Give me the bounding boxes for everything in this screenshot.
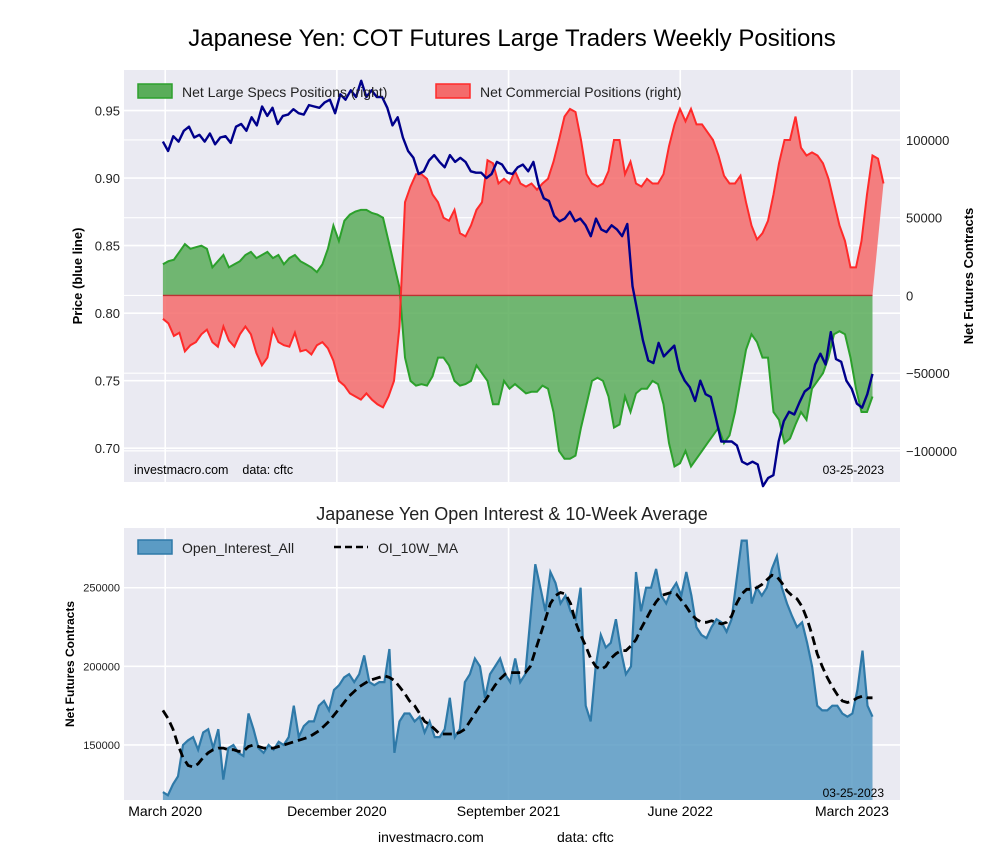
top-date-label: 03-25-2023 [823, 463, 885, 477]
x-tick-label-4: March 2023 [815, 803, 889, 819]
x-tick-label-0: March 2020 [128, 803, 202, 819]
left-tick-label-1: 0.75 [95, 374, 120, 389]
ma-line [161, 573, 873, 769]
legend-label-open-interest: Open_Interest_All [182, 540, 294, 556]
bottom-date-label: 03-25-2023 [823, 786, 885, 800]
left-tick-label-2: 0.80 [95, 306, 120, 321]
x-tick-label-2: September 2021 [457, 803, 561, 819]
bottom-left-axis: 150000 200000 250000 [83, 583, 120, 752]
positions-chart: 0.70 0.75 0.80 0.85 0.90 0.95 −100000 −50000 0 5… [70, 70, 976, 488]
legend-swatch-specs [137, 83, 173, 99]
right-tick-label-0: −100000 [906, 444, 957, 459]
open-interest-chart: Japanese Yen Open Interest & 10-Week Ave… [63, 504, 900, 819]
x-tick-label-3: June 2022 [648, 803, 714, 819]
footer-site: investmacro.com [378, 829, 484, 845]
right-tick-label-4: 100000 [906, 133, 949, 148]
commercial-line [162, 106, 885, 409]
left-tick-label-4: 0.90 [95, 171, 120, 186]
specs-line [162, 208, 874, 469]
top-legend: Net Large Specs Positions (right) Net Co… [137, 83, 682, 100]
open-interest-line [162, 539, 874, 797]
legend-swatch-open-interest [137, 539, 173, 555]
main-title: Japanese Yen: COT Futures Large Traders … [188, 25, 835, 52]
legend-label-commercial: Net Commercial Positions (right) [480, 84, 682, 100]
top-right-axis-label: Net Futures Contracts [961, 208, 976, 345]
bottom-tick-label-1: 200000 [83, 661, 120, 673]
bottom-x-axis: March 2020 December 2020 September 2021 Jun… [128, 803, 889, 819]
top-left-axis: 0.70 0.75 0.80 0.85 0.90 0.95 [95, 104, 120, 457]
x-tick-label-1: December 2020 [287, 803, 387, 819]
left-tick-label-5: 0.95 [95, 104, 120, 119]
left-tick-label-3: 0.85 [95, 239, 120, 254]
commercial-area [162, 108, 884, 408]
top-left-axis-label: Price (blue line) [70, 228, 85, 325]
right-tick-label-3: 50000 [906, 211, 942, 226]
top-position-areas [162, 106, 885, 469]
top-price-line [161, 79, 874, 488]
bottom-axis-label: Net Futures Contracts [63, 601, 77, 727]
legend-label-specs: Net Large Specs Positions (right) [182, 84, 387, 100]
top-watermark: investmacro.com data: cftc [134, 463, 293, 477]
bottom-oi-area [162, 539, 874, 800]
bottom-ma-line [161, 573, 873, 769]
bottom-tick-label-0: 150000 [83, 740, 120, 752]
specs-area [162, 209, 873, 467]
left-tick-label-0: 0.70 [95, 441, 120, 456]
right-tick-label-2: 0 [906, 288, 913, 303]
bottom-title: Japanese Yen Open Interest & 10-Week Ave… [316, 504, 708, 524]
price-line [161, 79, 874, 488]
bottom-tick-label-2: 250000 [83, 583, 120, 595]
legend-swatch-commercial [435, 83, 471, 99]
bottom-legend: Open_Interest_All OI_10W_MA [137, 539, 459, 556]
top-right-axis: −100000 −50000 0 50000 100000 [906, 133, 957, 459]
footer-data: data: cftc [557, 829, 614, 845]
right-tick-label-1: −50000 [906, 366, 950, 381]
legend-label-ma: OI_10W_MA [378, 540, 459, 556]
